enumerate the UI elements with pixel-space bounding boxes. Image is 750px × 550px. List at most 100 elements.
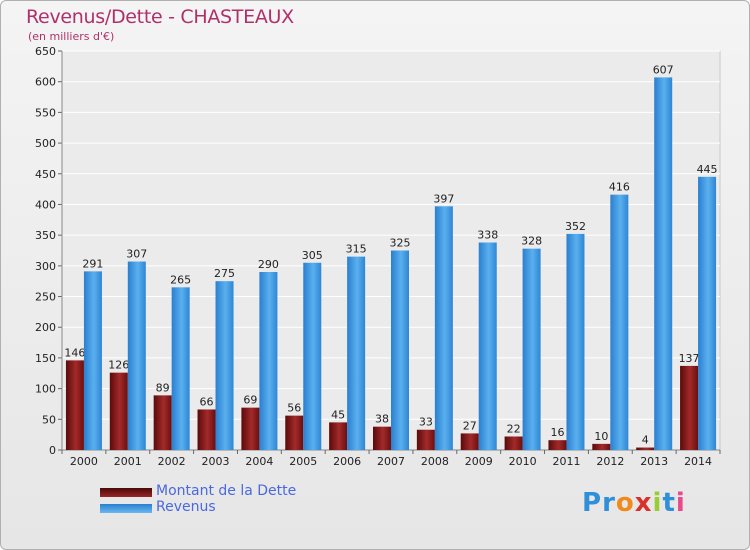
bar-revenus-2005 (303, 262, 322, 450)
chart-subtitle: (en milliers d'€) (28, 30, 115, 43)
data-label-revenus-2010: 328 (521, 235, 542, 248)
x-tick-label-2011: 2011 (552, 455, 580, 468)
data-label-dette-2013: 4 (642, 434, 649, 447)
bar-dette-2012 (592, 443, 611, 450)
logo-letter: x (634, 488, 653, 518)
bar-dette-2011 (548, 440, 567, 450)
bar-revenus-2006 (347, 256, 366, 450)
logo-letter: t (662, 488, 676, 518)
data-label-revenus-2002: 265 (170, 273, 191, 286)
bar-dette-2005 (285, 415, 304, 450)
data-label-revenus-2012: 416 (609, 181, 630, 194)
bars: 146 291 126 307 89 265 66 275 69 290 56 305 45 315 38 3… (64, 63, 718, 451)
bar-revenus-2014 (698, 176, 717, 451)
y-tick-label: 150 (35, 352, 56, 365)
y-tick-label: 550 (35, 106, 56, 119)
data-label-revenus-2011: 352 (565, 220, 586, 233)
proxiti-logo: Proxiti (582, 488, 686, 518)
y-tick-label: 350 (35, 229, 56, 242)
data-label-revenus-2013: 607 (653, 63, 674, 76)
x-axis-ticks: 2000 2001 2002 2003 2004 2005 2006 2007 2008 2009… (61, 450, 721, 468)
bar-dette-2003 (197, 409, 216, 450)
x-tick-label-2014: 2014 (684, 455, 712, 468)
bar-revenus-2012 (610, 194, 629, 450)
x-tick-label-2007: 2007 (377, 455, 405, 468)
bar-revenus-2010 (522, 248, 541, 450)
x-tick-label-2013: 2013 (640, 455, 668, 468)
y-tick-label: 250 (35, 291, 56, 304)
data-label-dette-2007: 38 (375, 413, 389, 426)
x-tick-label-2003: 2003 (202, 455, 230, 468)
x-tick-label-2000: 2000 (70, 455, 98, 468)
bar-dette-2008 (416, 429, 435, 450)
bar-dette-2009 (460, 433, 479, 450)
bar-revenus-2000 (83, 271, 102, 450)
data-label-revenus-2001: 307 (126, 248, 147, 261)
x-tick-label-2010: 2010 (509, 455, 537, 468)
data-label-dette-2002: 89 (156, 381, 170, 394)
data-label-revenus-2007: 325 (390, 237, 411, 250)
logo-letter: i (675, 488, 686, 518)
bar-dette-2000 (65, 360, 84, 450)
legend-swatch-revenus (100, 504, 152, 513)
x-tick-label-2006: 2006 (333, 455, 361, 468)
bar-chart: 050100150200250300350400450500550600650 … (35, 45, 721, 468)
y-tick-label: 50 (42, 413, 56, 426)
x-tick-label-2004: 2004 (245, 455, 273, 468)
bar-dette-2014 (680, 365, 699, 450)
data-label-dette-2005: 56 (287, 402, 301, 415)
y-tick-label: 600 (35, 76, 56, 89)
x-tick-label-2009: 2009 (465, 455, 493, 468)
legend-label-revenus: Revenus (156, 499, 216, 515)
bar-revenus-2004 (259, 271, 278, 450)
bar-revenus-2007 (391, 250, 409, 450)
y-tick-label: 400 (35, 198, 56, 211)
data-label-revenus-2008: 397 (433, 192, 454, 205)
bar-revenus-2002 (171, 287, 190, 450)
y-tick-label: 500 (35, 137, 56, 150)
chart-title: Revenus/Dette - CHASTEAUX (26, 6, 294, 28)
x-tick-label-2008: 2008 (421, 455, 449, 468)
bar-dette-2001 (109, 372, 128, 450)
legend-swatch-dette (100, 488, 152, 497)
data-label-revenus-2014: 445 (697, 163, 718, 176)
bar-revenus-2003 (215, 281, 234, 450)
data-label-revenus-2005: 305 (302, 249, 323, 262)
data-label-dette-2009: 27 (463, 419, 477, 432)
legend-label-dette: Montant de la Dette (156, 483, 297, 499)
data-label-revenus-2009: 338 (477, 229, 498, 242)
y-tick-label: 300 (35, 260, 56, 273)
data-label-dette-2000: 146 (64, 346, 85, 359)
y-tick-label: 100 (35, 383, 56, 396)
data-label-dette-2008: 33 (419, 416, 433, 429)
logo-letter: i (652, 488, 663, 518)
y-tick-label: 650 (35, 45, 56, 58)
y-tick-label: 200 (35, 321, 56, 334)
data-label-revenus-2000: 291 (82, 257, 103, 270)
x-tick-label-2012: 2012 (596, 455, 624, 468)
x-tick-label-2005: 2005 (289, 455, 317, 468)
data-label-revenus-2004: 290 (258, 258, 279, 271)
data-label-revenus-2006: 315 (346, 243, 367, 256)
bar-revenus-2011 (566, 233, 585, 450)
bar-dette-2002 (153, 395, 172, 450)
data-label-dette-2010: 22 (507, 422, 521, 435)
logo-letter: r (602, 488, 616, 518)
y-tick-label: 0 (49, 444, 56, 457)
data-label-dette-2012: 10 (594, 430, 608, 443)
logo-letter: P (582, 488, 603, 518)
bar-revenus-2009 (478, 242, 497, 450)
data-label-dette-2014: 137 (679, 352, 700, 365)
bar-dette-2010 (504, 436, 523, 450)
bar-dette-2007 (373, 426, 391, 450)
data-label-dette-2011: 16 (550, 426, 564, 439)
bar-dette-2004 (241, 407, 260, 450)
data-label-dette-2004: 69 (243, 394, 257, 407)
x-tick-label-2002: 2002 (158, 455, 186, 468)
data-label-dette-2003: 66 (200, 395, 214, 408)
bar-revenus-2008 (434, 206, 453, 450)
bar-revenus-2013 (654, 77, 673, 450)
x-tick-label-2001: 2001 (114, 455, 142, 468)
y-tick-label: 450 (35, 168, 56, 181)
logo-letter: o (615, 488, 635, 518)
